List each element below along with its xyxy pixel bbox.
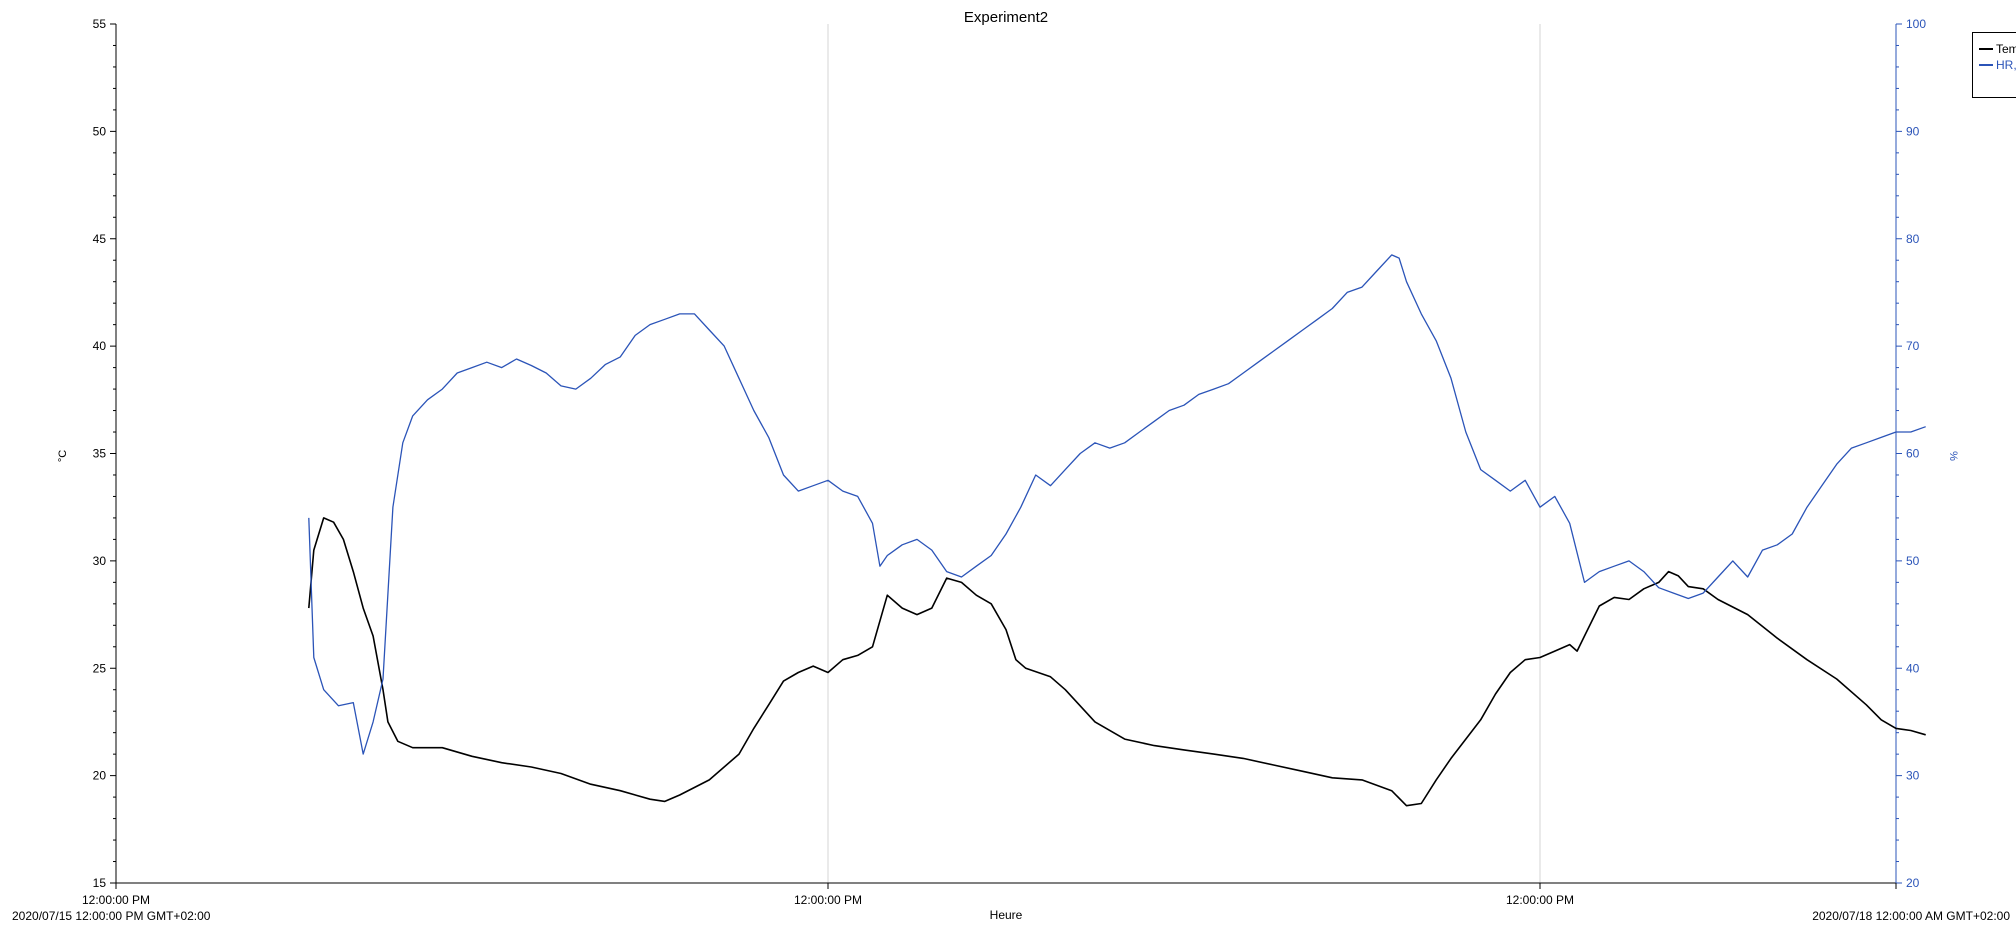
x-tick-label: 12:00:00 PM	[794, 893, 862, 907]
x-tick-label: 12:00:00 PM	[82, 893, 150, 907]
y-tick-label-right: 50	[1906, 554, 1920, 568]
y-tick-label-right: 60	[1906, 447, 1920, 461]
legend-item-temperature: Tem	[1979, 42, 2016, 56]
y-tick-label-left: 55	[93, 17, 107, 31]
y-tick-label-right: 100	[1906, 17, 1926, 31]
y-tick-label-left: 40	[93, 339, 107, 353]
y-tick-label-right: 40	[1906, 661, 1920, 675]
y-tick-label-right: 80	[1906, 232, 1920, 246]
legend-label-temperature: Tem	[1996, 42, 2016, 56]
legend-swatch-temperature	[1979, 48, 1993, 50]
legend-swatch-humidity	[1979, 64, 1993, 66]
legend-label-humidity: HR,	[1996, 58, 2016, 72]
series-group	[308, 254, 1926, 807]
y-axis-left-label: °C	[57, 450, 69, 462]
legend-item-humidity: HR,	[1979, 58, 2016, 72]
y-tick-label-left: 15	[93, 876, 107, 890]
grid-lines	[827, 24, 1541, 883]
y-tick-label-left: 35	[93, 447, 107, 461]
y-tick-label-left: 50	[93, 124, 107, 138]
legend: Tem HR,	[1972, 32, 2016, 98]
y-tick-label-right: 20	[1906, 876, 1920, 890]
y-tick-label-left: 20	[93, 769, 107, 783]
y-tick-label-right: 70	[1906, 339, 1920, 353]
series-line-temperature	[308, 517, 1926, 807]
y-axis-right-label: %	[1947, 451, 1959, 461]
y-tick-label-left: 45	[93, 232, 107, 246]
y-tick-label-right: 30	[1906, 769, 1920, 783]
y-tick-label-left: 30	[93, 554, 107, 568]
x-tick-sublabel: 2020/07/15 12:00:00 PM GMT+02:00	[12, 909, 211, 923]
x-axis-label: Heure	[990, 908, 1023, 922]
y-tick-label-right: 90	[1906, 124, 1920, 138]
x-tick-sublabel: 2020/07/18 12:00:00 AM GMT+02:00	[1812, 909, 2010, 923]
chart-title: Experiment2	[964, 9, 1048, 26]
x-ticks: 12:00:00 PM 2020/07/15 12:00:00 PM GMT+02…	[12, 883, 2010, 923]
x-tick-label: 12:00:00 PM	[1506, 893, 1574, 907]
y-tick-label-left: 25	[93, 661, 107, 675]
y-ticks-right: 20 30 40 50 60 70 80 90 100	[1896, 17, 1926, 890]
y-ticks-left: 15 20 25 30 35 40 45 50 55	[93, 17, 116, 890]
series-line-humidity	[308, 254, 1926, 755]
